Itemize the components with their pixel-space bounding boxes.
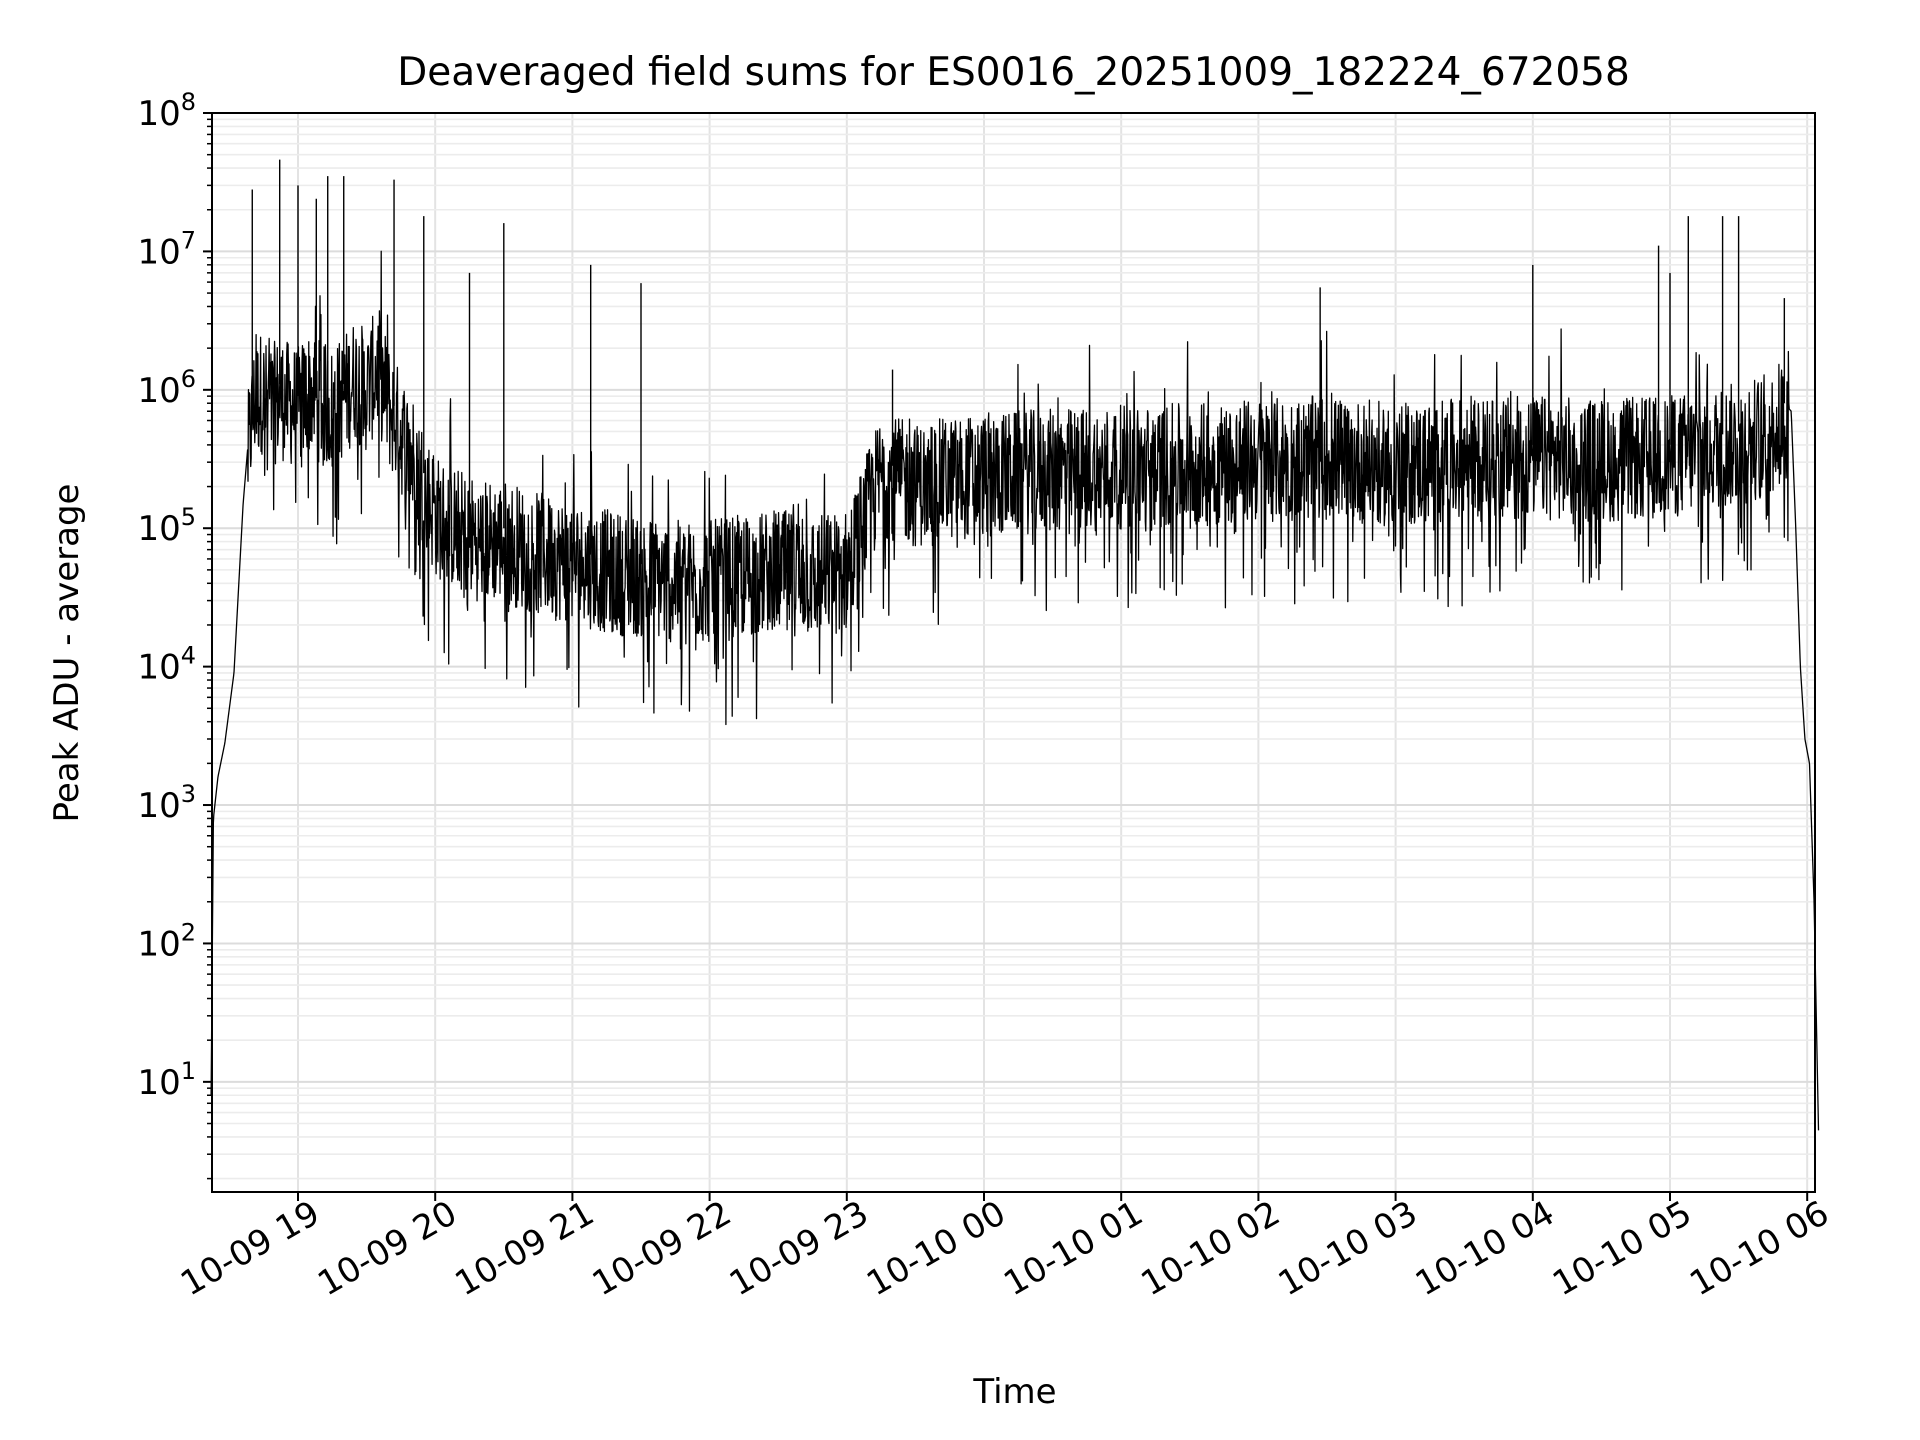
y-tick-label: 101 [137, 1057, 196, 1103]
y-axis-label: Peak ADU - average [47, 484, 87, 823]
y-tick-label: 102 [137, 918, 196, 964]
y-tick-label: 103 [137, 780, 196, 826]
chart-title: Deaveraged field sums for ES0016_2025100… [397, 50, 1630, 95]
x-axis-label: Time [972, 1372, 1056, 1412]
y-tick-label: 108 [137, 88, 196, 134]
grid-lines [212, 112, 1815, 1192]
series-line [210, 250, 1820, 1131]
y-tick-label: 106 [137, 365, 196, 411]
y-tick-label: 107 [137, 226, 196, 272]
spike-marks [251, 159, 1786, 565]
plot-frame [211, 112, 1816, 1193]
y-tick-label: 104 [137, 642, 196, 688]
y-tick-label: 105 [137, 503, 196, 549]
